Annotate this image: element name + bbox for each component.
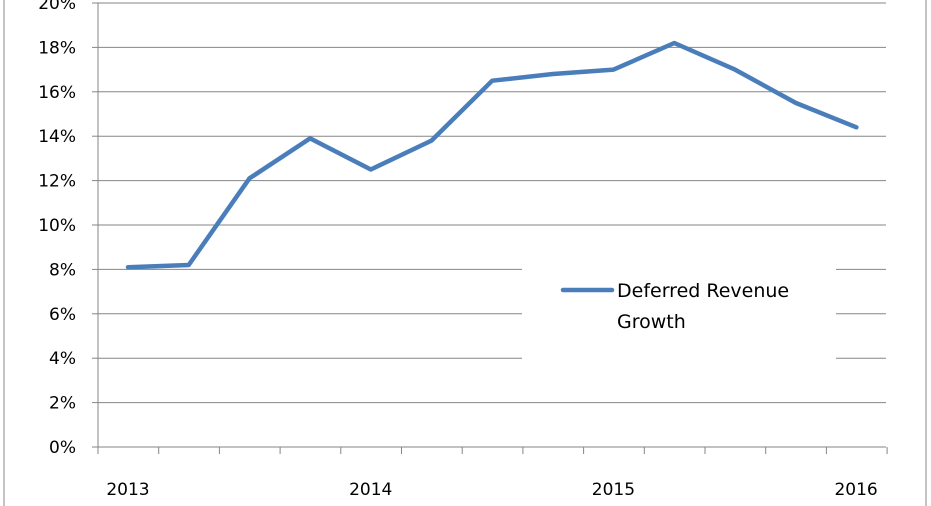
- data-point: [673, 42, 675, 44]
- legend-label: Deferred Revenue Growth: [617, 280, 795, 333]
- data-point: [127, 266, 129, 268]
- data-point: [795, 102, 797, 104]
- data-point: [491, 80, 493, 82]
- data-point: [370, 169, 372, 170]
- data-point: [309, 137, 311, 139]
- data-point: [855, 126, 857, 128]
- legend-background: [523, 258, 835, 370]
- y-tick-label: 12%: [38, 172, 76, 192]
- series-group: [125, 40, 859, 270]
- legend: Deferred Revenue Growth: [523, 258, 835, 370]
- y-tick-label: 8%: [49, 260, 76, 280]
- y-tick-label: 6%: [49, 305, 76, 325]
- data-point: [613, 69, 615, 71]
- y-tick-label: 16%: [38, 83, 76, 103]
- gridlines: [98, 2, 886, 404]
- data-point: [552, 73, 554, 75]
- data-point: [188, 264, 190, 266]
- y-tick-label: 0%: [49, 438, 76, 458]
- x-tick-label: 2013: [106, 480, 149, 500]
- y-axis-tick-labels: 0% 2% 4% 6% 8% 10% 12% 14% 16% 18% 20%: [38, 0, 76, 458]
- y-tick-label: 20%: [38, 0, 76, 14]
- y-tick-label: 18%: [38, 38, 76, 58]
- x-tick-label: 2015: [592, 480, 635, 500]
- data-point: [734, 69, 736, 71]
- series-line: [125, 40, 859, 270]
- y-tick-label: 4%: [49, 349, 76, 369]
- y-tick-label: 10%: [38, 216, 76, 236]
- y-tick-label: 2%: [49, 394, 76, 414]
- axes: [92, 2, 888, 454]
- y-tick-label: 14%: [38, 127, 76, 147]
- legend-label-line-1: Deferred Revenue: [617, 280, 789, 302]
- data-point: [248, 177, 250, 179]
- legend-label-line-2: Growth: [617, 311, 686, 333]
- x-tick-label: 2016: [834, 480, 877, 500]
- x-tick-label: 2014: [349, 480, 392, 500]
- x-axis-tick-labels: 2013 2014 2015 2016: [106, 480, 877, 500]
- data-point: [431, 140, 432, 142]
